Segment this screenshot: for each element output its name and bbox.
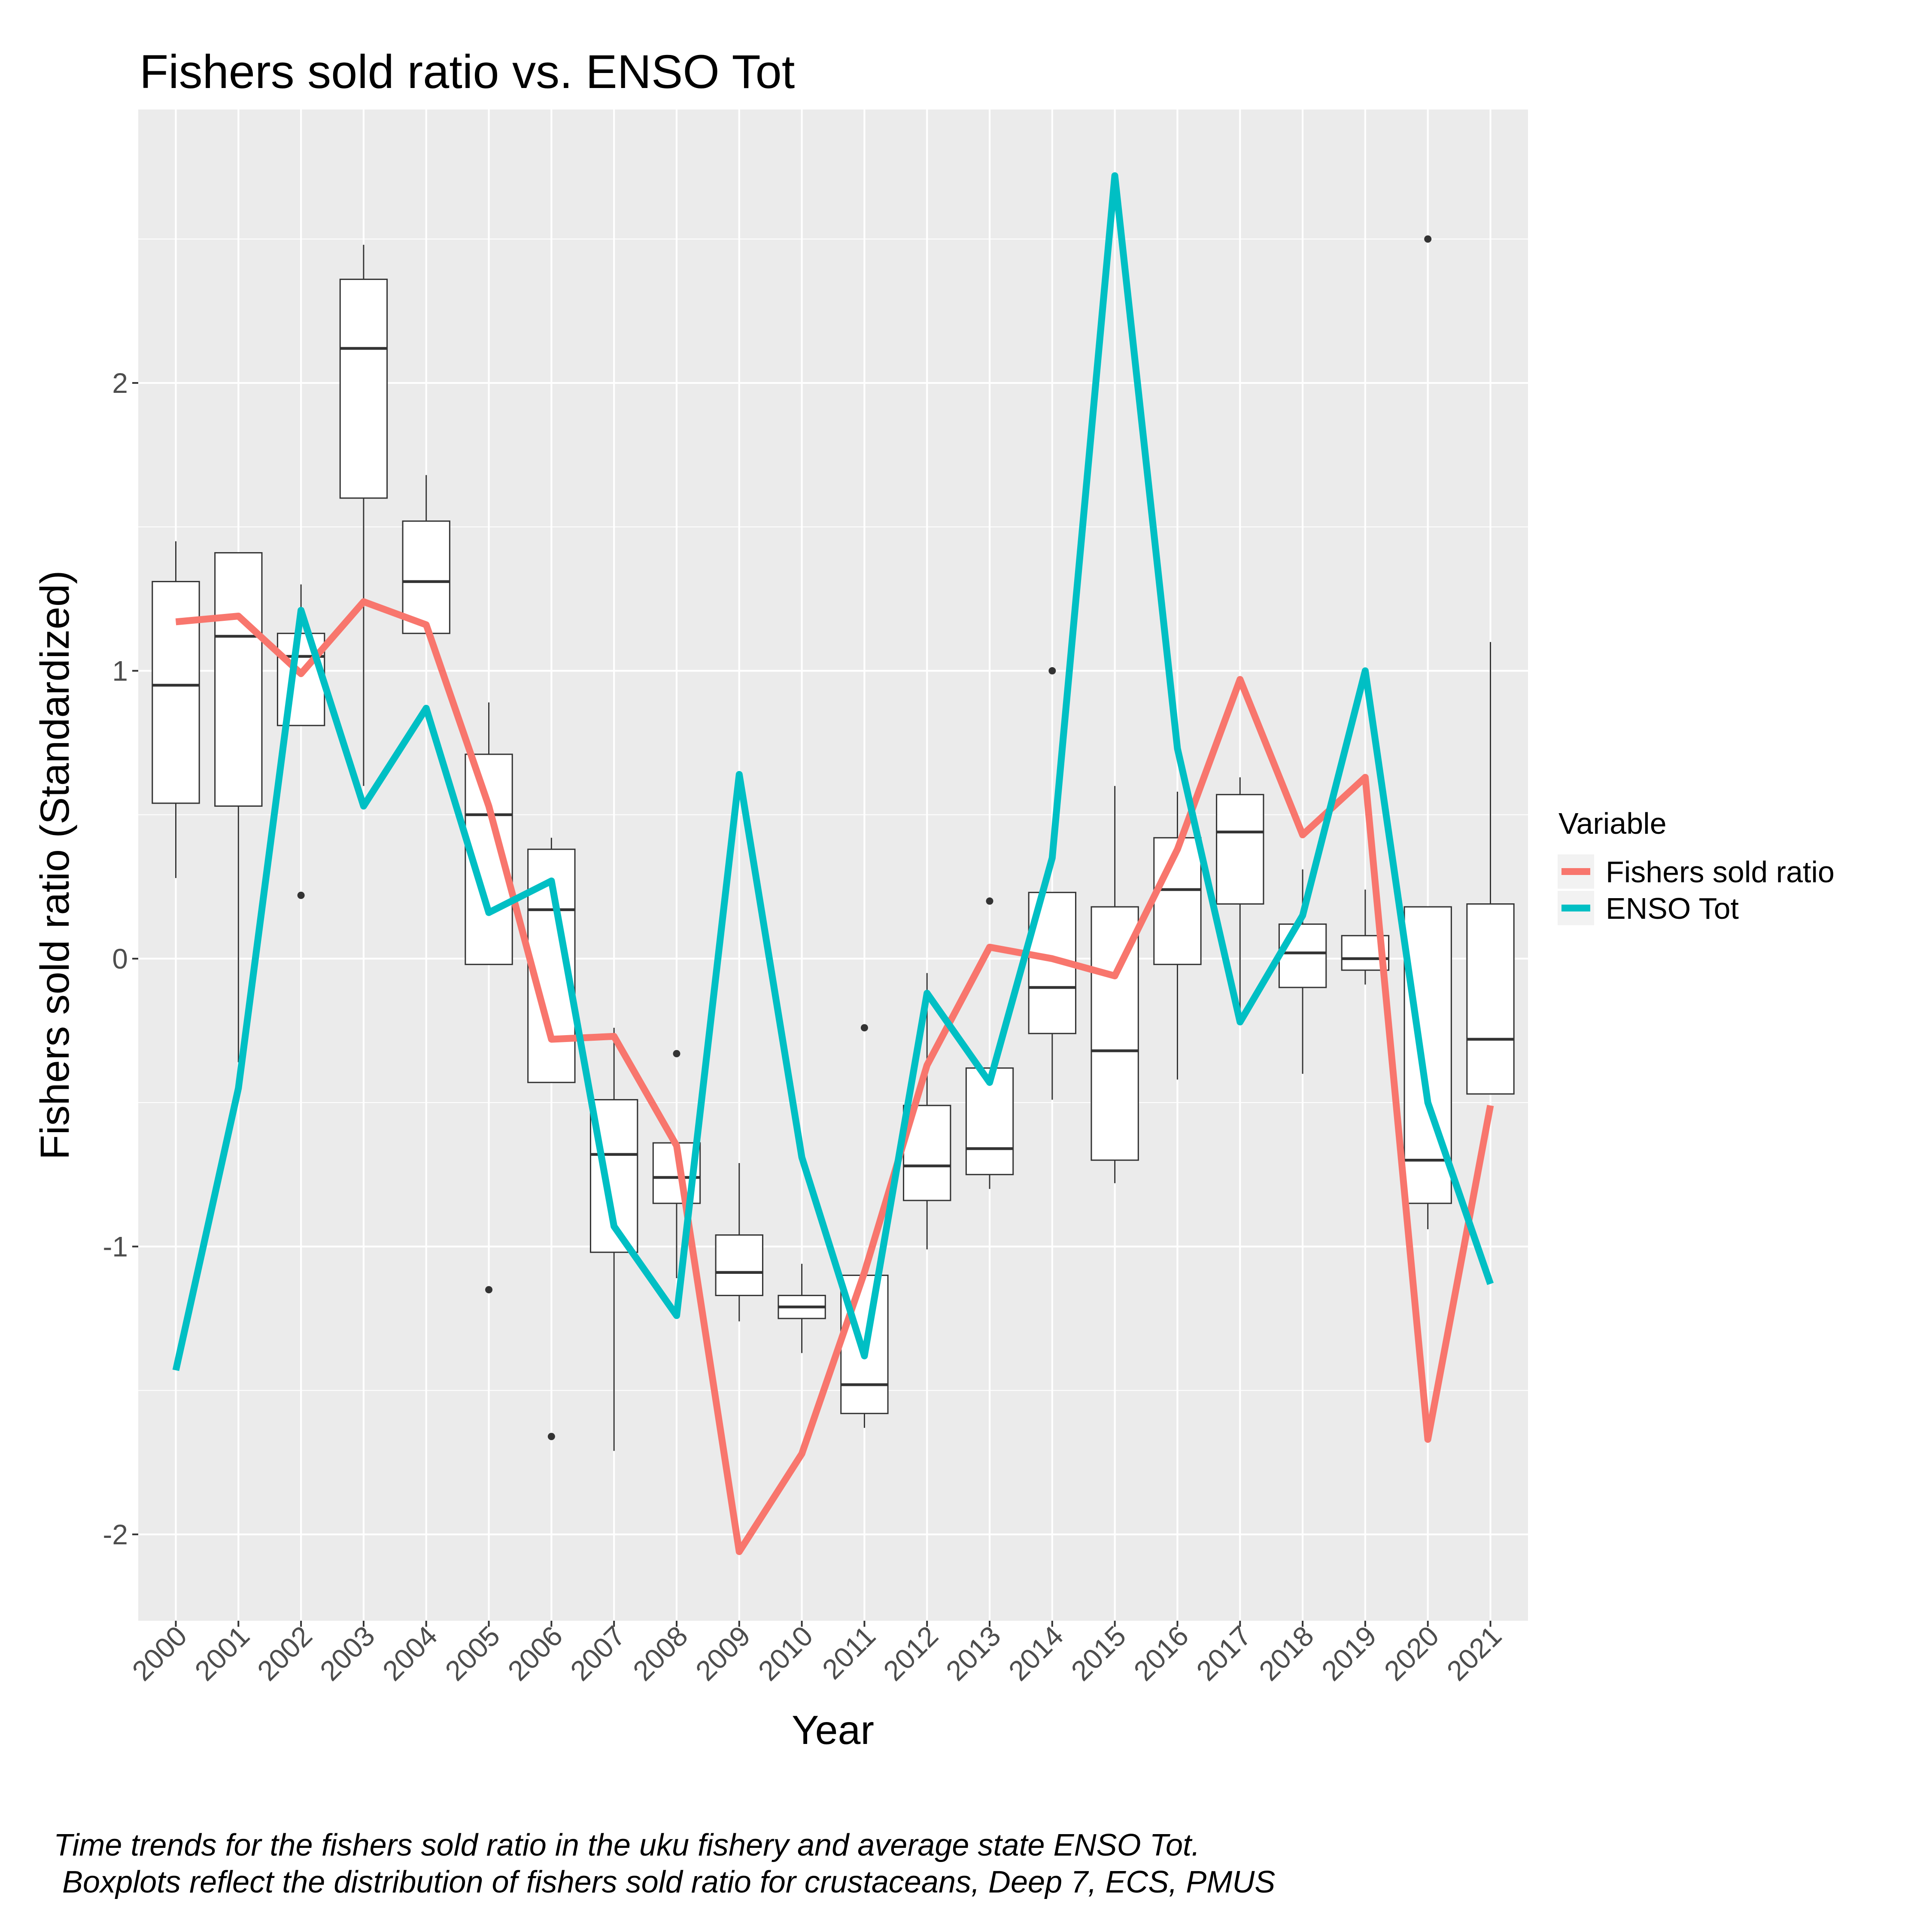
y-tick-label: 1 [112,655,128,687]
x-tick-label: 2014 [1002,1620,1069,1687]
caption-line: Boxplots reflect the distribution of fis… [54,1865,1275,1899]
legend-label: Fishers sold ratio [1606,855,1835,889]
x-tick-label: 2016 [1127,1620,1194,1687]
boxplot-box [152,581,200,804]
boxplot-2003 [339,245,388,786]
chart-title: Fishers sold ratio vs. ENSO Tot [140,46,795,98]
boxplot-outlier [1424,235,1432,243]
boxplot-outlier [1048,667,1056,674]
boxplot-2016 [1153,792,1202,1080]
x-tick-label: 2017 [1190,1620,1257,1687]
y-tick-label: -1 [103,1230,128,1262]
boxplot-outlier [986,897,993,905]
boxplot-outlier [485,1286,493,1294]
legend-label: ENSO Tot [1606,892,1739,925]
x-tick-label: 2021 [1440,1620,1507,1687]
x-tick-label: 2001 [188,1620,255,1687]
boxplot-box [1216,794,1264,905]
x-axis: 2000200120022003200420052006200720082009… [126,1620,1507,1687]
y-tick-label: -2 [103,1519,128,1550]
caption: Time trends for the fishers sold ratio i… [54,1828,1275,1899]
boxplot-box [1153,837,1202,965]
boxplot-box [1466,903,1515,1095]
caption-line: Time trends for the fishers sold ratio i… [54,1828,1200,1862]
boxplot-2017 [1216,777,1264,1016]
boxplot-box [402,520,450,634]
boxplot-2018 [1278,869,1327,1074]
x-tick-label: 2019 [1315,1620,1382,1687]
x-tick-label: 2007 [564,1620,631,1687]
boxplot-box [214,552,263,807]
x-tick-label: 2009 [690,1620,756,1687]
series-line-1 [172,172,1494,1371]
boxplot-outlier [860,1024,868,1032]
boxplot-2021 [1466,642,1515,1095]
y-axis: -2 -1 0 1 2 [103,367,138,1550]
x-tick-label: 2008 [627,1620,694,1687]
y-axis-title: Fishers sold ratio (Standardized) [32,571,78,1160]
x-tick-label: 2003 [314,1620,381,1687]
x-tick-label: 2010 [752,1620,819,1687]
boxplot-outlier [297,891,305,899]
boxplot-2001 [214,552,263,1063]
x-tick-label: 2013 [940,1620,1007,1687]
x-tick-label: 2018 [1253,1620,1320,1687]
boxplot-2009 [715,1163,763,1321]
boxplot-box [715,1234,763,1296]
boxplot-outlier [673,1050,680,1057]
boxplot-2004 [402,475,450,634]
y-tick-label: 0 [112,943,128,975]
boxplot-2015 [1091,786,1139,1183]
boxplot-box [339,279,388,499]
series-lines [172,172,1494,1555]
x-tick-label: 2000 [126,1620,193,1687]
series-line-0 [175,598,1494,1555]
y-tick-label: 2 [112,367,128,399]
x-tick-label: 2005 [439,1620,506,1687]
x-tick-label: 2006 [501,1620,568,1687]
x-tick-label: 2011 [816,1620,882,1686]
x-tick-label: 2015 [1065,1620,1132,1687]
legend-title: Variable [1558,807,1667,840]
x-tick-label: 2012 [877,1620,944,1687]
x-tick-label: 2004 [376,1620,443,1687]
boxplot-outlier [547,1433,555,1440]
boxplot-box [1278,923,1327,988]
boxplot-2010 [778,1264,826,1353]
x-axis-title: Year [792,1707,874,1753]
x-tick-label: 2020 [1378,1620,1445,1687]
x-tick-label: 2002 [251,1620,318,1687]
